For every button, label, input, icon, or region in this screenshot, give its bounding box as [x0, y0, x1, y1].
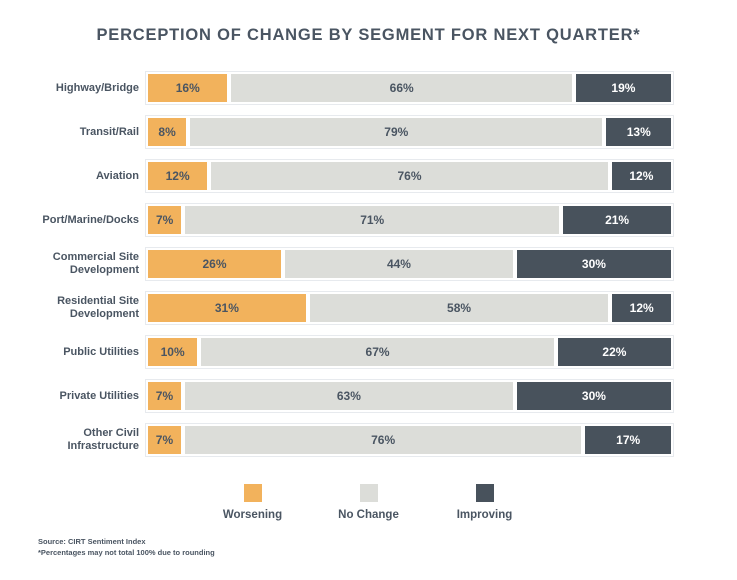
category-label: Private Utilities	[59, 389, 139, 402]
stacked-bar: 16% 66% 19%	[146, 72, 673, 104]
bar-segment-worsening: 7%	[146, 380, 183, 412]
segment-value: 63%	[336, 389, 361, 403]
segment-value: 7%	[155, 433, 174, 447]
legend-item-improving: Improving	[449, 484, 521, 521]
footnote: Source: CIRT Sentiment Index *Percentage…	[38, 536, 215, 558]
footnote-source: Source: CIRT Sentiment Index	[38, 537, 146, 546]
bar-segment-no-change: 76%	[182, 424, 584, 456]
chart-row: Commercial Site Development 26% 44% 30%	[25, 248, 673, 280]
stacked-bar: 7% 71% 21%	[146, 204, 673, 236]
legend-label: Worsening	[222, 509, 283, 521]
legend-swatch-improving	[475, 484, 494, 502]
segment-value: 76%	[371, 433, 396, 447]
bar-segment-worsening: 31%	[146, 292, 308, 324]
bar-segment-improving: 12%	[610, 292, 673, 324]
legend-swatch-worsening	[243, 484, 262, 502]
category-label: Aviation	[96, 169, 139, 182]
bar-segment-worsening: 7%	[146, 204, 184, 236]
legend-swatch-no-change	[359, 484, 378, 502]
segment-value: 17%	[616, 433, 641, 447]
bar-segment-improving: 30%	[514, 380, 673, 412]
category-label: Residential Site Development	[57, 295, 139, 320]
bar-segment-worsening: 10%	[146, 336, 200, 368]
category-label: Commercial Site Development	[52, 251, 139, 276]
segment-value: 79%	[384, 125, 409, 139]
legend-label: Improving	[456, 509, 513, 521]
segment-value: 19%	[611, 81, 636, 95]
bar-segment-improving: 17%	[583, 424, 673, 456]
category-label: Highway/Bridge	[55, 81, 139, 94]
bar-segment-no-change: 58%	[307, 292, 611, 324]
chart-row: Aviation 12% 76% 12%	[25, 160, 673, 192]
segment-value: 13%	[626, 125, 651, 139]
bar-segment-improving: 21%	[561, 204, 673, 236]
segment-value: 31%	[214, 301, 239, 315]
stacked-bar: 10% 67% 22%	[146, 336, 673, 368]
segment-value: 58%	[447, 301, 472, 315]
chart-title: PERCEPTION OF CHANGE BY SEGMENT FOR NEXT…	[96, 26, 641, 44]
stacked-bar: 26% 44% 30%	[146, 248, 673, 280]
category-label: Other Civil Infrastructure	[67, 427, 139, 452]
bar-segment-improving: 30%	[514, 248, 673, 280]
bar-segment-worsening: 16%	[146, 72, 230, 104]
legend-label: No Change	[338, 509, 399, 521]
segment-value: 76%	[397, 169, 422, 183]
segment-value: 7%	[155, 389, 174, 403]
segment-value: 22%	[602, 345, 627, 359]
bar-segment-no-change: 44%	[283, 248, 515, 280]
segment-value: 71%	[360, 213, 385, 227]
bar-segment-worsening: 26%	[146, 248, 284, 280]
stacked-bar: 31% 58% 12%	[146, 292, 673, 324]
bar-segment-improving: 22%	[555, 336, 673, 368]
bar-segment-no-change: 79%	[188, 116, 605, 148]
chart-row: Port/Marine/Docks 7% 71% 21%	[25, 204, 673, 236]
bar-segment-improving: 19%	[573, 72, 673, 104]
stacked-bar: 12% 76% 12%	[146, 160, 673, 192]
chart-legend: Worsening No Change Improving	[0, 484, 737, 521]
bar-segment-no-change: 66%	[229, 72, 574, 104]
segment-value: 12%	[629, 169, 654, 183]
bar-segment-improving: 13%	[604, 116, 673, 148]
chart-row: Transit/Rail 8% 79% 13%	[25, 116, 673, 148]
category-label: Port/Marine/Docks	[42, 213, 139, 226]
chart-rows: Highway/Bridge 16% 66% 19% Transit/Rail 8% 79%…	[25, 72, 673, 456]
segment-value: 7%	[155, 213, 174, 227]
bar-segment-no-change: 63%	[182, 380, 515, 412]
stacked-bar: 7% 76% 17%	[146, 424, 673, 456]
bar-segment-worsening: 7%	[146, 424, 183, 456]
bar-segment-no-change: 71%	[183, 204, 562, 236]
segment-value: 12%	[165, 169, 190, 183]
segment-value: 16%	[175, 81, 200, 95]
stacked-bar: 7% 63% 30%	[146, 380, 673, 412]
bar-segment-no-change: 76%	[209, 160, 610, 192]
bar-segment-worsening: 12%	[146, 160, 210, 192]
segment-value: 21%	[605, 213, 630, 227]
segment-value: 66%	[389, 81, 414, 95]
legend-item-worsening: Worsening	[217, 484, 289, 521]
category-label: Transit/Rail	[79, 125, 139, 138]
segment-value: 30%	[581, 257, 606, 271]
stacked-bar: 8% 79% 13%	[146, 116, 673, 148]
segment-value: 8%	[158, 125, 176, 139]
bar-segment-improving: 12%	[609, 160, 673, 192]
bar-segment-worsening: 8%	[146, 116, 189, 148]
segment-value: 30%	[581, 389, 606, 403]
footnote-rounding-note: *Percentages may not total 100% due to r…	[38, 548, 215, 557]
legend-item-no-change: No Change	[333, 484, 405, 521]
segment-value: 67%	[365, 345, 390, 359]
segment-value: 10%	[160, 345, 185, 359]
segment-value: 12%	[629, 301, 654, 315]
chart-row: Highway/Bridge 16% 66% 19%	[25, 72, 673, 104]
category-label: Public Utilities	[63, 345, 139, 358]
stacked-bar-chart: Highway/Bridge 16% 66% 19% Transit/Rail 8% 79%…	[25, 72, 673, 468]
chart-row: Public Utilities 10% 67% 22%	[25, 336, 673, 368]
bar-segment-no-change: 67%	[199, 336, 556, 368]
chart-row: Private Utilities 7% 63% 30%	[25, 380, 673, 412]
chart-row: Other Civil Infrastructure 7% 76% 17%	[25, 424, 673, 456]
chart-row: Residential Site Development 31% 58% 12%	[25, 292, 673, 324]
segment-value: 26%	[202, 257, 227, 271]
segment-value: 44%	[386, 257, 411, 271]
